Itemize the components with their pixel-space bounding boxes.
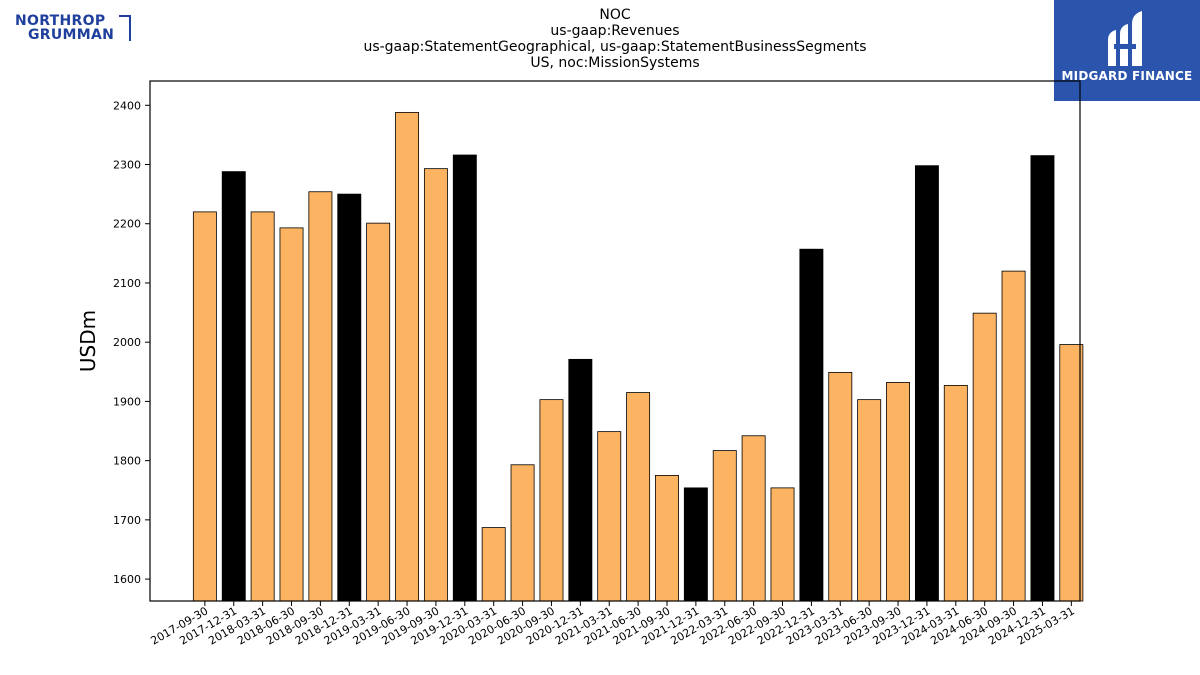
bar-2020-06-30 (510, 464, 535, 602)
bar-2017-12-31 (221, 171, 246, 602)
bar-2024-09-30 (1001, 270, 1026, 602)
y-tick-label-2400: 2400 (113, 99, 141, 112)
bar-2018-03-31 (250, 211, 275, 602)
y-tick-label-2200: 2200 (113, 218, 141, 231)
bar-2017-09-30 (192, 211, 217, 602)
chart-title: NOC us-gaap:Revenues us-gaap:StatementGe… (300, 7, 930, 71)
northrop-grumman-logo: NORTHROP GRUMMAN (15, 14, 133, 42)
bar-2018-09-30 (308, 191, 333, 602)
logo-text: MIDGARD FINANCE (1061, 69, 1193, 83)
bar-2021-06-30 (626, 392, 651, 602)
midgard-finance-logo: MIDGARD FINANCE (1054, 0, 1200, 101)
bar-2024-12-31 (1030, 155, 1055, 602)
bar-2022-06-30 (741, 435, 766, 602)
bar-2018-12-31 (337, 193, 362, 602)
logo-bracket (119, 15, 131, 41)
y-tick-label-1800: 1800 (113, 455, 141, 468)
y-tick-label-1700: 1700 (113, 514, 141, 527)
y-tick-label-2300: 2300 (113, 159, 141, 172)
bar-2019-03-31 (366, 222, 391, 602)
title-line-axes: us-gaap:StatementGeographical, us-gaap:S… (363, 39, 867, 55)
midgard-emblem-icon (1108, 11, 1142, 66)
plot-frame (149, 80, 1081, 602)
bar-2019-06-30 (395, 111, 420, 602)
bar-2020-12-31 (568, 358, 593, 602)
bar-2024-06-30 (972, 312, 997, 602)
y-tick-label-2000: 2000 (113, 336, 141, 349)
bar-2020-03-31 (481, 527, 506, 602)
bar-2021-03-31 (597, 431, 622, 602)
bar-2021-12-31 (683, 487, 708, 602)
bar-2022-09-30 (770, 487, 795, 602)
y-tick-label-1600: 1600 (113, 573, 141, 586)
bar-2018-06-30 (279, 227, 304, 602)
bar-2022-03-31 (712, 450, 737, 602)
bar-2022-12-31 (799, 248, 824, 602)
bar-2021-09-30 (655, 475, 679, 602)
y-tick-label-1900: 1900 (113, 395, 141, 408)
logo-text-line2: GRUMMAN (28, 27, 115, 43)
title-line-ticker: NOC (599, 7, 631, 23)
bar-2023-12-31 (914, 165, 939, 602)
title-line-concept: us-gaap:Revenues (550, 23, 680, 39)
bar-2023-03-31 (828, 371, 853, 602)
bar-2020-09-30 (539, 399, 564, 602)
bar-2024-03-31 (943, 385, 968, 602)
bar-2023-06-30 (857, 399, 882, 602)
y-axis-label: USDm (76, 310, 100, 372)
bar-2023-09-30 (886, 382, 910, 602)
y-tick-label-2100: 2100 (113, 277, 141, 290)
logo-text-line1: NORTHROP (15, 13, 106, 29)
bar-2019-12-31 (452, 154, 477, 602)
bar-2019-09-30 (423, 168, 448, 602)
title-line-members: US, noc:MissionSystems (530, 55, 700, 71)
